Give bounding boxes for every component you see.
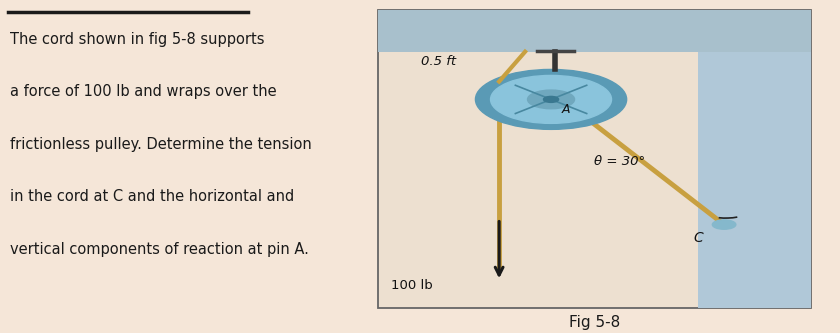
Text: θ = 30°: θ = 30°	[595, 155, 645, 168]
Circle shape	[491, 76, 612, 124]
Text: frictionless pulley. Determine the tension: frictionless pulley. Determine the tensi…	[10, 137, 312, 152]
Text: a force of 100 lb and wraps over the: a force of 100 lb and wraps over the	[10, 84, 276, 99]
Text: C: C	[694, 231, 704, 245]
Circle shape	[475, 70, 627, 130]
Text: in the cord at C and the horizontal and: in the cord at C and the horizontal and	[10, 189, 294, 204]
Bar	[698, 10, 811, 308]
Text: 100 lb: 100 lb	[391, 279, 433, 292]
Circle shape	[543, 97, 559, 103]
FancyBboxPatch shape	[378, 10, 811, 308]
Circle shape	[528, 90, 575, 109]
Text: vertical components of reaction at pin A.: vertical components of reaction at pin A…	[10, 242, 309, 257]
Circle shape	[712, 220, 736, 229]
Text: Fig 5-8: Fig 5-8	[569, 315, 620, 330]
Text: 0.5 ft: 0.5 ft	[422, 55, 456, 68]
Text: A: A	[562, 103, 570, 116]
Bar	[378, 10, 811, 52]
Text: The cord shown in fig 5-8 supports: The cord shown in fig 5-8 supports	[10, 32, 265, 47]
